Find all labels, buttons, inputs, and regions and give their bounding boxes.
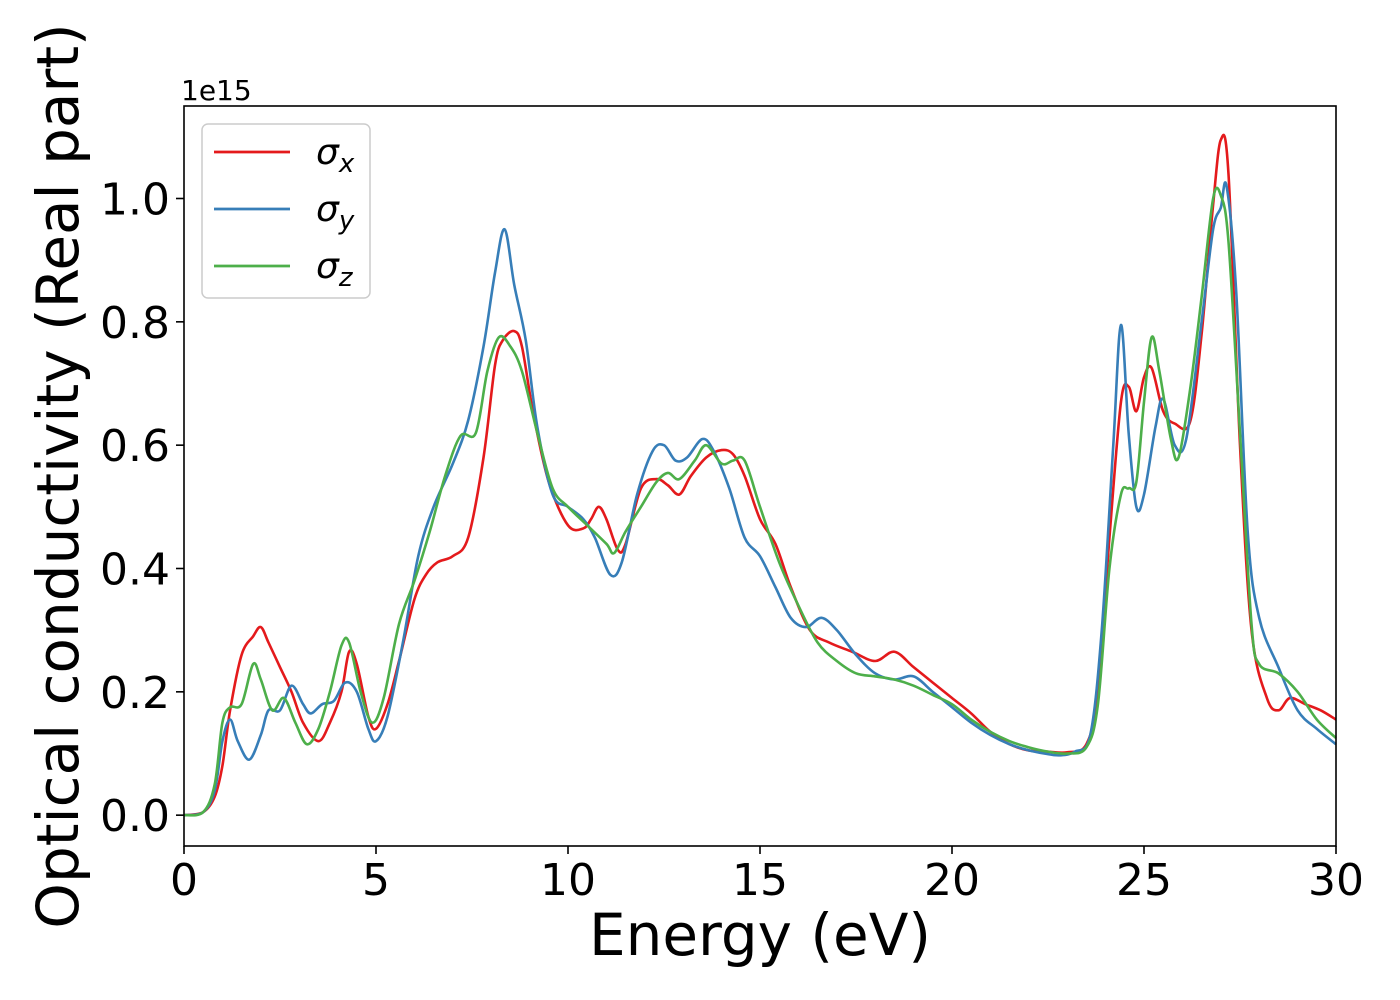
y-tick-label: 0.2 xyxy=(100,668,170,719)
legend-items: σx σy σz xyxy=(214,132,355,293)
legend-label-z: σz xyxy=(316,246,354,293)
series-lines xyxy=(183,133,1337,817)
y-tick-label: 0.6 xyxy=(100,421,170,472)
series-line-y xyxy=(183,181,1337,817)
y-tick-label: 0.8 xyxy=(100,298,170,349)
y-tick-label: 0.0 xyxy=(100,791,170,842)
x-tick-label: 20 xyxy=(924,855,980,906)
x-tick-label: 10 xyxy=(540,855,596,906)
y-axis: 0.0 0.2 0.4 0.6 0.8 1.0 xyxy=(100,175,184,842)
y-axis-title: Optical conductivity (Real part) xyxy=(24,23,92,928)
x-axis-title: Energy (eV) xyxy=(589,901,931,969)
legend-box xyxy=(201,123,371,299)
x-tick-label: 30 xyxy=(1308,855,1364,906)
x-tick-label: 15 xyxy=(732,855,788,906)
legend-label-x: σx xyxy=(316,132,355,179)
legend-label-y: σy xyxy=(316,189,355,236)
y-tick-label: 1.0 xyxy=(100,175,170,226)
x-axis: 0 5 10 15 20 25 30 xyxy=(170,846,1364,906)
series-line-z xyxy=(183,186,1337,817)
x-tick-label: 25 xyxy=(1116,855,1172,906)
y-offset-label: 1e15 xyxy=(181,74,252,107)
y-tick-label: 0.4 xyxy=(100,545,170,596)
x-tick-label: 5 xyxy=(362,855,390,906)
legend: σx σy σz xyxy=(201,123,371,299)
x-tick-label: 0 xyxy=(170,855,198,906)
